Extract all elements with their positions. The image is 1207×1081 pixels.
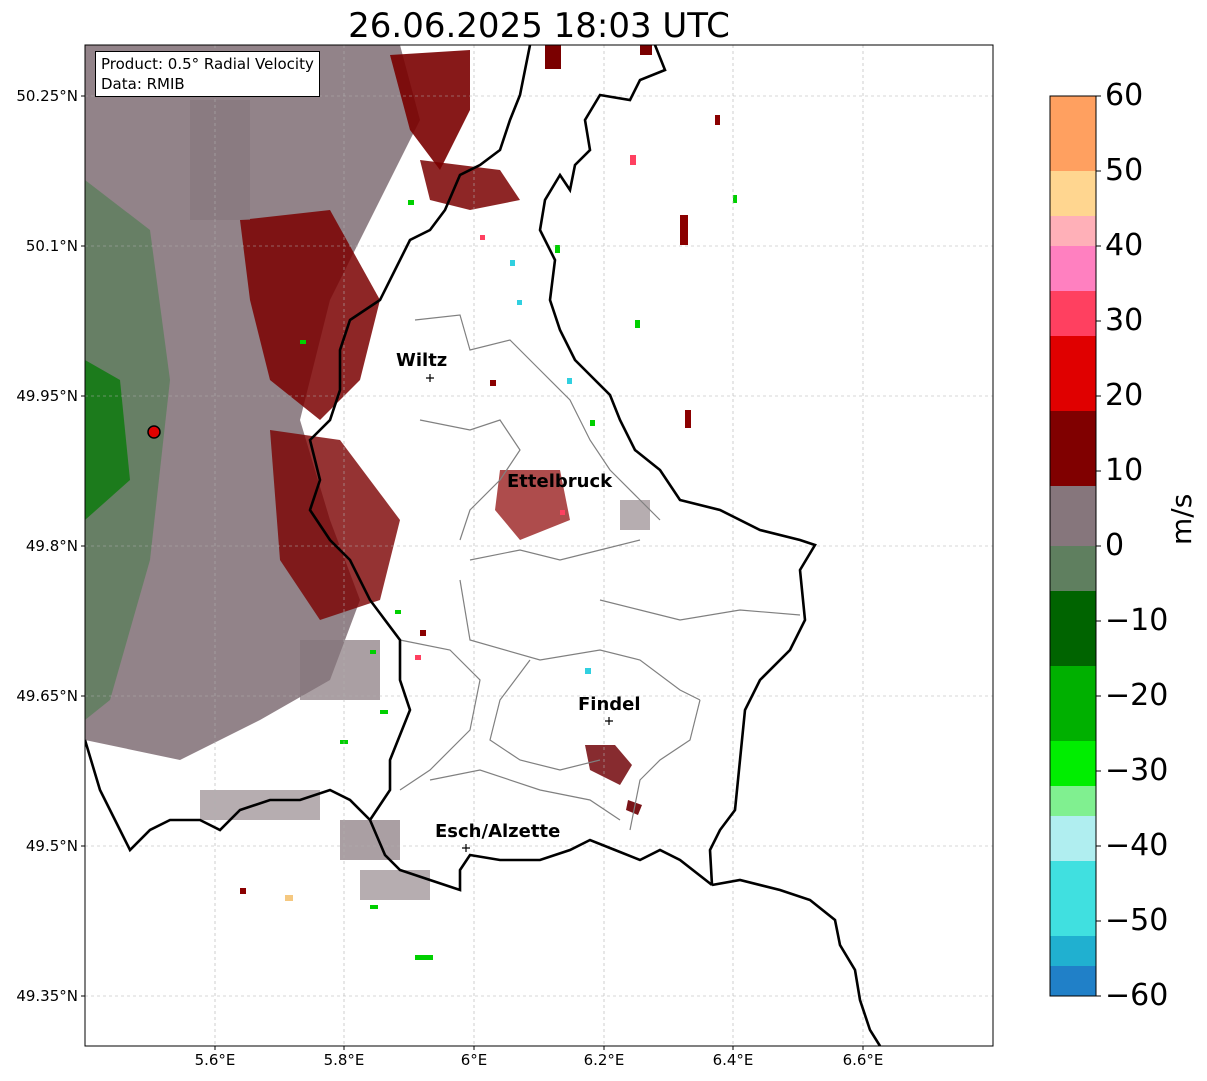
data-source-label: Data: RMIB (101, 75, 185, 93)
lon-label: 6.4°E (712, 1051, 754, 1069)
radar-echoes (85, 45, 737, 960)
lon-label: 6.2°E (583, 1051, 625, 1069)
lon-label: 6°E (460, 1051, 488, 1069)
city-markers (426, 374, 613, 852)
colorbar-unit-label: m/s (1165, 493, 1198, 545)
lat-label: 49.35°N (16, 987, 78, 1005)
city-label-ettelbruck: Ettelbruck (507, 471, 613, 492)
colorbar-tick-label: 0 (1105, 528, 1125, 563)
colorbar-tick-label: −20 (1105, 678, 1169, 713)
radar-site-marker (147, 425, 161, 439)
colorbar-tick-label: 40 (1105, 228, 1144, 263)
lat-label: 49.95°N (16, 387, 78, 405)
national-borders (85, 45, 882, 1046)
map-title: 26.06.2025 18:03 UTC (348, 6, 730, 46)
city-label-findel: Findel (578, 694, 641, 715)
lon-label: 5.6°E (194, 1051, 236, 1069)
lon-label: 5.8°E (323, 1051, 365, 1069)
lat-label: 50.25°N (16, 87, 78, 105)
lat-label: 49.5°N (25, 837, 78, 855)
colorbar-tick-label: 30 (1105, 303, 1144, 338)
graticule (85, 45, 993, 1046)
lon-label: 6.6°E (842, 1051, 884, 1069)
product-label: Product: 0.5° Radial Velocity (101, 55, 314, 73)
colorbar (1049, 95, 1101, 997)
lat-label: 49.65°N (16, 687, 78, 705)
colorbar-tick-label: −30 (1105, 753, 1169, 788)
colorbar-tick-label: −50 (1105, 903, 1169, 938)
product-info-box: Product: 0.5° Radial Velocity Data: RMIB (95, 51, 320, 97)
canton-borders (399, 314, 801, 831)
colorbar-tick-label: 10 (1105, 453, 1144, 488)
city-label-wiltz: Wiltz (396, 350, 448, 371)
city-label-esch-alzette: Esch/Alzette (435, 821, 561, 842)
lat-label: 50.1°N (25, 237, 78, 255)
colorbar-tick-label: 50 (1105, 153, 1144, 188)
lat-label: 49.8°N (25, 537, 78, 555)
colorbar-tick-label: −10 (1105, 603, 1169, 638)
colorbar-tick-label: 20 (1105, 378, 1144, 413)
colorbar-tick-label: −40 (1105, 828, 1169, 863)
colorbar-tick-label: 60 (1105, 78, 1144, 113)
colorbar-tick-label: −60 (1105, 978, 1169, 1013)
